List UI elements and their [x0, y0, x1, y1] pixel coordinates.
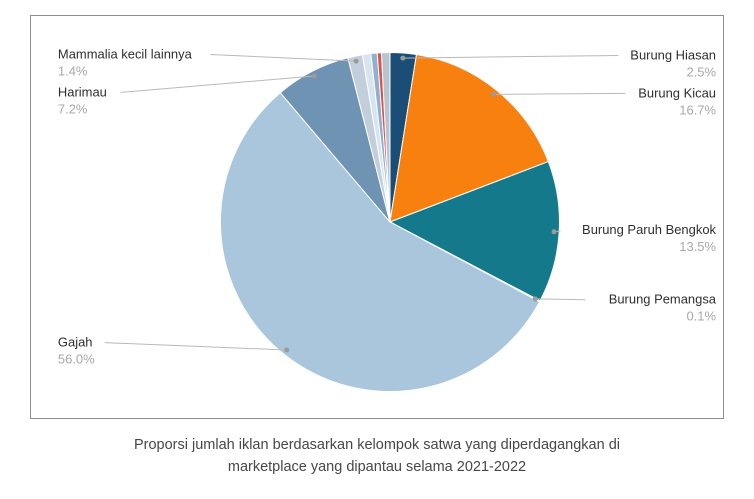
leader-dot: [400, 55, 406, 61]
pie-slice-gajah: [220, 92, 541, 392]
chart-caption-line1: Proporsi jumlah iklan berdasarkan kelomp…: [133, 437, 621, 453]
slice-pct-label: 56.0%: [58, 352, 95, 367]
pie-chart-svg: Burung Hiasan 2.5% Burung Kicau 16.7% Burung…: [58, 46, 717, 392]
pie-slice-burung-paruh-bengkok: [388, 160, 560, 302]
slice-pct-label: 16.7%: [679, 102, 716, 117]
slice-pct-label: 2.5%: [686, 64, 716, 79]
slice-label: Burung Kicau: [638, 85, 716, 100]
leader-dot: [284, 347, 290, 353]
slice-label: Mammalia kecil lainnya: [58, 46, 193, 61]
leader-line: [402, 54, 619, 59]
chart-frame: Burung Hiasan 2.5% Burung Kicau 16.7% Burung…: [30, 15, 724, 419]
slice-label: Burung Paruh Bengkok: [582, 222, 716, 237]
slice-label: Harimau: [58, 84, 107, 99]
leader-dot: [551, 229, 557, 235]
chart-caption: Proporsi jumlah iklan berdasarkan kelomp…: [0, 434, 754, 479]
leader-line: [210, 53, 357, 62]
leader-line: [104, 342, 287, 351]
leader-line: [535, 298, 586, 301]
slice-pct-label: 13.5%: [679, 239, 716, 254]
chart-caption-line2: marketplace yang dipantau selama 2021-20…: [227, 459, 527, 476]
leader-line: [120, 75, 315, 93]
leader-dot: [311, 73, 317, 79]
slice-pct-label: 1.4%: [58, 63, 88, 78]
slice-label: Gajah: [58, 335, 93, 350]
slice-label: Burung Hiasan: [630, 47, 716, 62]
slice-pct-label: 0.1%: [686, 309, 716, 324]
leader-dot: [353, 58, 359, 64]
leader-dot: [491, 91, 497, 97]
pie-slice-minor-10: [380, 51, 391, 223]
slice-label: Burung Pemangsa: [609, 292, 717, 307]
slice-pct-label: 7.2%: [58, 101, 88, 116]
leader-dot: [532, 296, 538, 302]
leader-line: [493, 92, 626, 95]
